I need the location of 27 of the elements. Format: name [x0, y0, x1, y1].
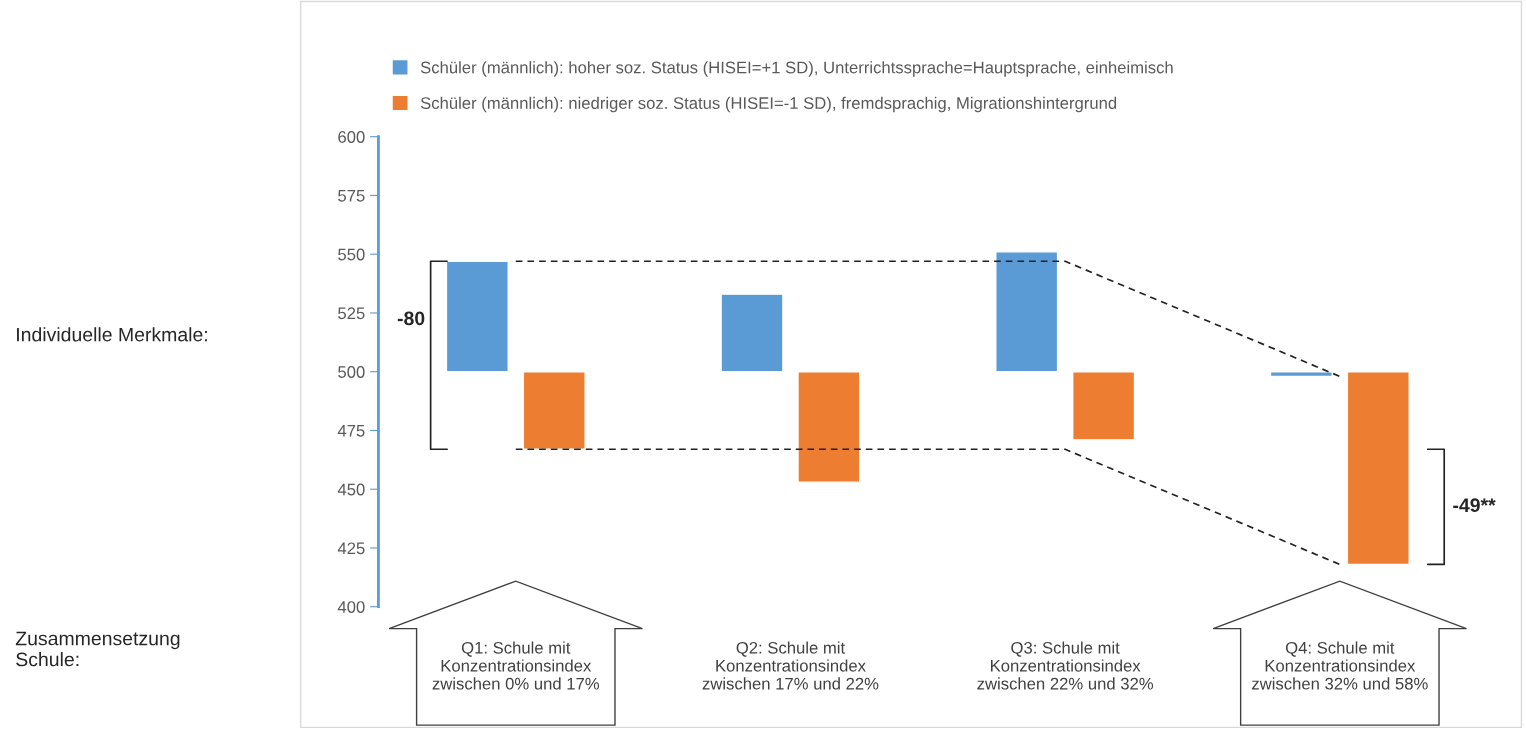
y-tick-label: 575 — [338, 190, 365, 202]
y-tick-label: 475 — [337, 425, 365, 437]
bar — [1269, 371, 1333, 378]
text: Individuelle Merkmale: — [17, 327, 207, 342]
bar — [720, 293, 784, 373]
x-tick-label: Q3: Schule mit Konzentrationsindex zwischen 22% und 32% — [977, 641, 1154, 690]
y-tick-label: 600 — [338, 131, 365, 143]
y-tick-label: 525 — [338, 307, 365, 320]
annotation: -80 — [397, 311, 425, 326]
annotation: -49** — [1453, 498, 1496, 513]
y-tick-label: 400 — [337, 601, 365, 613]
legend-label: Schüler (männlich): hoher soz. Status (HISEI=+1 SD), Unterrichtssprache=Hauptsprache, einheimisch — [420, 61, 1173, 77]
bar — [445, 260, 509, 373]
bar — [1072, 371, 1136, 441]
text: Zusammensetzung Schule: — [15, 631, 180, 667]
legend-label: Schüler (männlich): niedriger soz. Status (HISEI=-1 SD), fremdsprachig, Migrationshintergrund — [420, 96, 1117, 113]
bar — [995, 251, 1059, 373]
x-tick-label: Q2: Schule mit Konzentrationsindex zwischen 17% und 22% — [702, 641, 879, 690]
bar — [797, 371, 861, 483]
y-tick-label: 450 — [337, 483, 365, 496]
y-tick-label: 500 — [338, 366, 365, 378]
y-tick-label: 425 — [337, 542, 365, 555]
bar — [522, 371, 586, 450]
bar — [1346, 371, 1410, 566]
y-tick-label: 550 — [338, 248, 365, 261]
x-tick-label: Q1: Schule mit Konzentrationsindex zwischen 0% und 17% — [432, 641, 600, 690]
x-tick-label: Q4: Schule mit Konzentrationsindex zwischen 32% und 58% — [1252, 641, 1428, 690]
